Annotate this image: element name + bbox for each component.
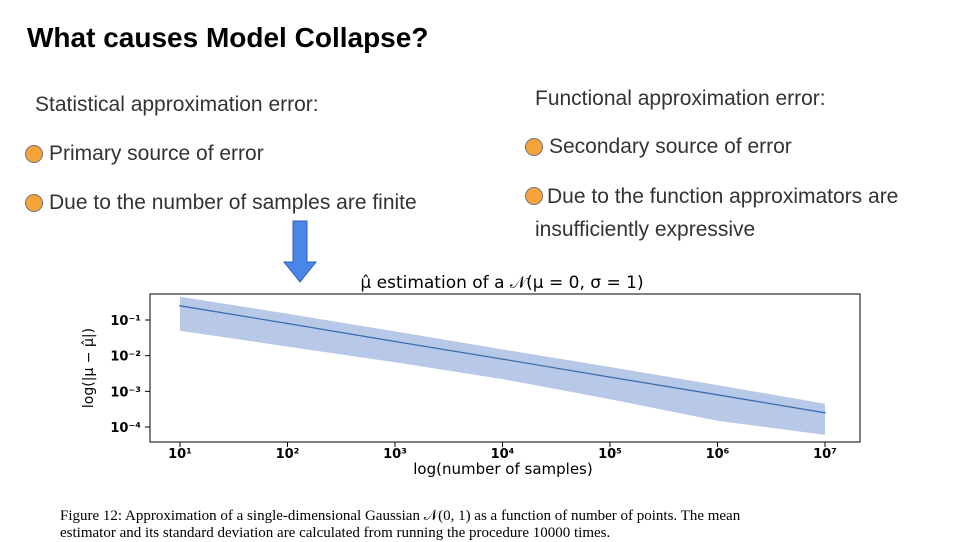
y-tick-label: 10⁻³ [110,385,141,400]
figure-caption: Figure 12: Approximation of a single-dim… [60,508,940,542]
functional-error-heading: Functional approximation error: [535,87,826,110]
left-bullet-1: Primary source of error [25,142,264,166]
caption-line-2: estimator and its standard deviation are… [60,525,611,541]
plot-area [149,293,861,443]
right-bullet-2-line1: Due to the function approximators are [547,185,899,208]
chart-figure: μ̂ estimation of a 𝒩(μ = 0, σ = 1) 10¹ 10… [81,220,861,478]
y-tick-label: 10⁻⁴ [110,421,141,436]
x-tick-label: 10⁷ [813,447,837,462]
data-point [394,340,396,343]
data-point [609,376,611,378]
data-point [501,358,504,360]
left-bullet-2: Due to the number of samples are finite [25,191,417,215]
data-point [286,322,289,325]
right-bullet-1-text: Secondary source of error [549,135,792,158]
down-arrow-icon [282,220,318,283]
caption-line-1: Figure 12: Approximation of a single-dim… [60,508,741,524]
y-axis-label: log(|μ − μ̂|) [81,328,97,408]
statistical-error-heading: Statistical approximation error: [35,93,319,116]
x-tick-label: 10⁵ [598,447,622,462]
x-tick-label: 10⁴ [491,447,515,462]
x-axis-label: log(number of samples) [413,460,592,478]
x-tick-label: 10⁶ [706,447,730,462]
chart-title: μ̂ estimation of a 𝒩(μ = 0, σ = 1) [360,273,643,293]
right-bullet-2: Due to the function approximators are in… [525,180,898,246]
left-bullet-2-text: Due to the number of samples are finite [49,191,417,214]
x-tick-label: 10³ [383,447,407,462]
data-point [716,393,719,396]
std-band [180,296,825,435]
y-tick-label: 10⁻¹ [110,314,141,329]
right-bullet-1: Secondary source of error [525,135,792,159]
data-point [179,305,181,307]
slide-title: What causes Model Collapse? [27,22,429,53]
y-tick-label: 10⁻² [110,350,141,365]
x-tick-label: 10¹ [168,447,192,462]
bullet-dot-icon [25,145,43,163]
left-bullet-1-text: Primary source of error [49,142,264,165]
bullet-dot-icon [525,187,543,205]
x-tick-label: 10² [276,447,300,462]
bullet-dot-icon [525,138,543,156]
right-bullet-2-line2: insufficiently expressive [535,218,756,241]
data-point [824,412,826,414]
bullet-dot-icon [25,194,43,212]
